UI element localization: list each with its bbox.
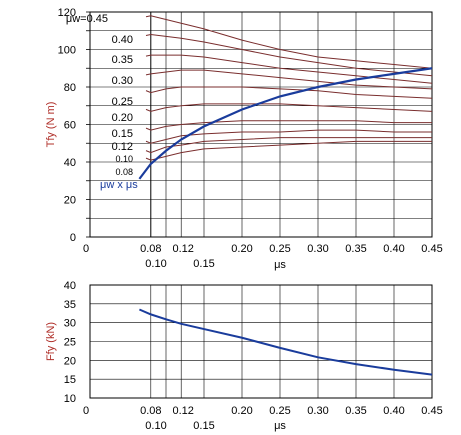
y-tick-label: 10 [64, 393, 76, 405]
x-tick-label: 0.10 [145, 420, 166, 432]
x-tick-label: 0.15 [193, 258, 214, 270]
x-tick-label: 0 [83, 405, 89, 417]
curve-label: 0.08 [115, 167, 133, 177]
curve-label: 0.35 [112, 54, 133, 66]
curve-label: 0.40 [112, 34, 133, 46]
x-tick-label: 0.35 [345, 243, 366, 255]
x-tick-label: 0.25 [269, 243, 290, 255]
y-tick-label: 40 [64, 157, 76, 169]
curve-mu-w-0-30 [145, 69, 433, 90]
curve-mu-w-0-10 [145, 137, 432, 154]
plot-frame [89, 11, 433, 238]
curve-mu-w-0-20 [145, 103, 433, 112]
ffy-curve [139, 308, 433, 376]
x-tick-label: 0 [83, 243, 89, 255]
envelope-label: μw x μs [100, 179, 138, 191]
envelope-mu-w-x-mu-s [138, 67, 433, 180]
y-tick-label: 15 [64, 374, 76, 386]
x-tick-label: 0.20 [231, 243, 252, 255]
x-axis-label: μs [274, 420, 286, 432]
y-axis-label: Ffy (kN) [45, 322, 57, 361]
y-tick-label: 20 [64, 195, 76, 207]
curve-label: 0.15 [112, 128, 133, 140]
y-axis-label: Tfy (N m) [45, 102, 57, 148]
x-tick-label: 0.40 [383, 405, 404, 417]
x-tick-label: 0.25 [269, 405, 290, 417]
y-tick-label: 0 [70, 232, 76, 244]
x-tick-label: 0.35 [345, 405, 366, 417]
y-tick-label: 40 [64, 280, 76, 292]
y-tick-label: 35 [64, 299, 76, 311]
curve-mu-w-0-15 [145, 120, 432, 131]
x-tick-label: 0.30 [307, 243, 328, 255]
curve-mu-w-0-35 [145, 54, 433, 84]
curve-label: μw=0.45 [66, 13, 108, 25]
y-tick-label: 60 [64, 120, 76, 132]
bottom-plot-panel: 10 15 20 25 30 35 40 0 0.08 0.10 0.120.15 0.20 0.25 0… [45, 280, 443, 432]
y-tick-label: 20 [64, 355, 76, 367]
y-tick-label: 80 [64, 82, 76, 94]
curve-label: 0.25 [112, 96, 133, 108]
curve-mu-w-0-08 [145, 140, 432, 161]
x-tick-label: 0.12 [172, 405, 193, 417]
x-tick-label: 0.10 [145, 258, 166, 270]
x-tick-label: 0.45 [421, 243, 442, 255]
y-tick-label: 25 [64, 337, 76, 349]
curve-mu-w-0-25 [145, 86, 433, 99]
x-tick-label: 0.12 [172, 243, 193, 255]
curve-mu-w-0-40 [145, 33, 433, 77]
x-tick-label: 0.40 [383, 243, 404, 255]
x-tick-label: 0.15 [193, 420, 214, 432]
curve-label: 0.10 [115, 154, 133, 164]
x-axis-label: μs [274, 259, 286, 271]
x-tick-label: 0.30 [307, 405, 328, 417]
y-tick-label: 120 [58, 7, 76, 19]
curve-mu-w-0-12 [145, 129, 432, 144]
x-tick-label: 0.08 [140, 243, 161, 255]
x-tick-label: 0.45 [421, 405, 442, 417]
y-tick-label: 30 [64, 318, 76, 330]
curve-label: 0.12 [112, 141, 133, 153]
x-tick-label: 0.08 [140, 405, 161, 417]
curve-label: 0.20 [112, 112, 133, 124]
y-tick-label: 100 [58, 45, 76, 57]
curve-label: 0.30 [112, 75, 133, 87]
x-tick-label: 0.20 [231, 405, 252, 417]
plot-frame [89, 284, 433, 399]
curve-mu-w-0-45 [145, 15, 433, 69]
